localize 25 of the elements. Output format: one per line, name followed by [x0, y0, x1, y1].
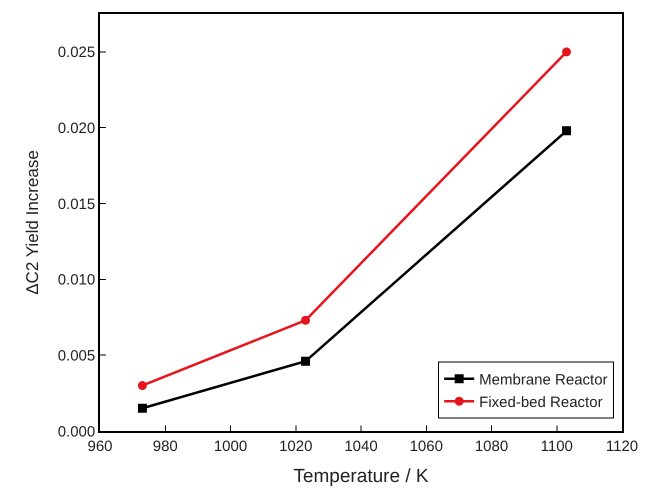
legend-label: Membrane Reactor — [479, 372, 608, 389]
point — [562, 126, 572, 136]
y-tick-label: 0.015 — [58, 196, 96, 213]
x-axis-title: Temperature / K — [293, 466, 429, 488]
x-tick-label: 1120 — [606, 438, 638, 455]
x-tick-label: 1100 — [540, 438, 573, 455]
point — [301, 316, 310, 325]
point — [301, 356, 310, 366]
x-tick-label: 1040 — [344, 438, 378, 455]
point — [138, 381, 147, 390]
x-tick-label: 1080 — [474, 438, 508, 455]
x-tick-label: 980 — [152, 438, 178, 455]
y-tick-label: 0.020 — [58, 120, 96, 137]
y-tick-label: 0.010 — [58, 272, 96, 289]
x-tick-label: 1020 — [279, 438, 312, 455]
legend-label: Fixed-bed Reactor — [479, 394, 603, 412]
y-axis-title: ΔC2 Yield Increase — [22, 150, 42, 295]
point — [562, 47, 572, 56]
x-tick-label: 1000 — [214, 438, 248, 455]
x-tick-label: 960 — [87, 438, 113, 455]
y-tick-label: 0.025 — [58, 44, 96, 62]
x-tick-label: 1060 — [410, 438, 443, 455]
y-tick-label: 0.000 — [58, 423, 96, 440]
point — [138, 404, 147, 413]
y-tick-label: 0.005 — [58, 347, 96, 364]
